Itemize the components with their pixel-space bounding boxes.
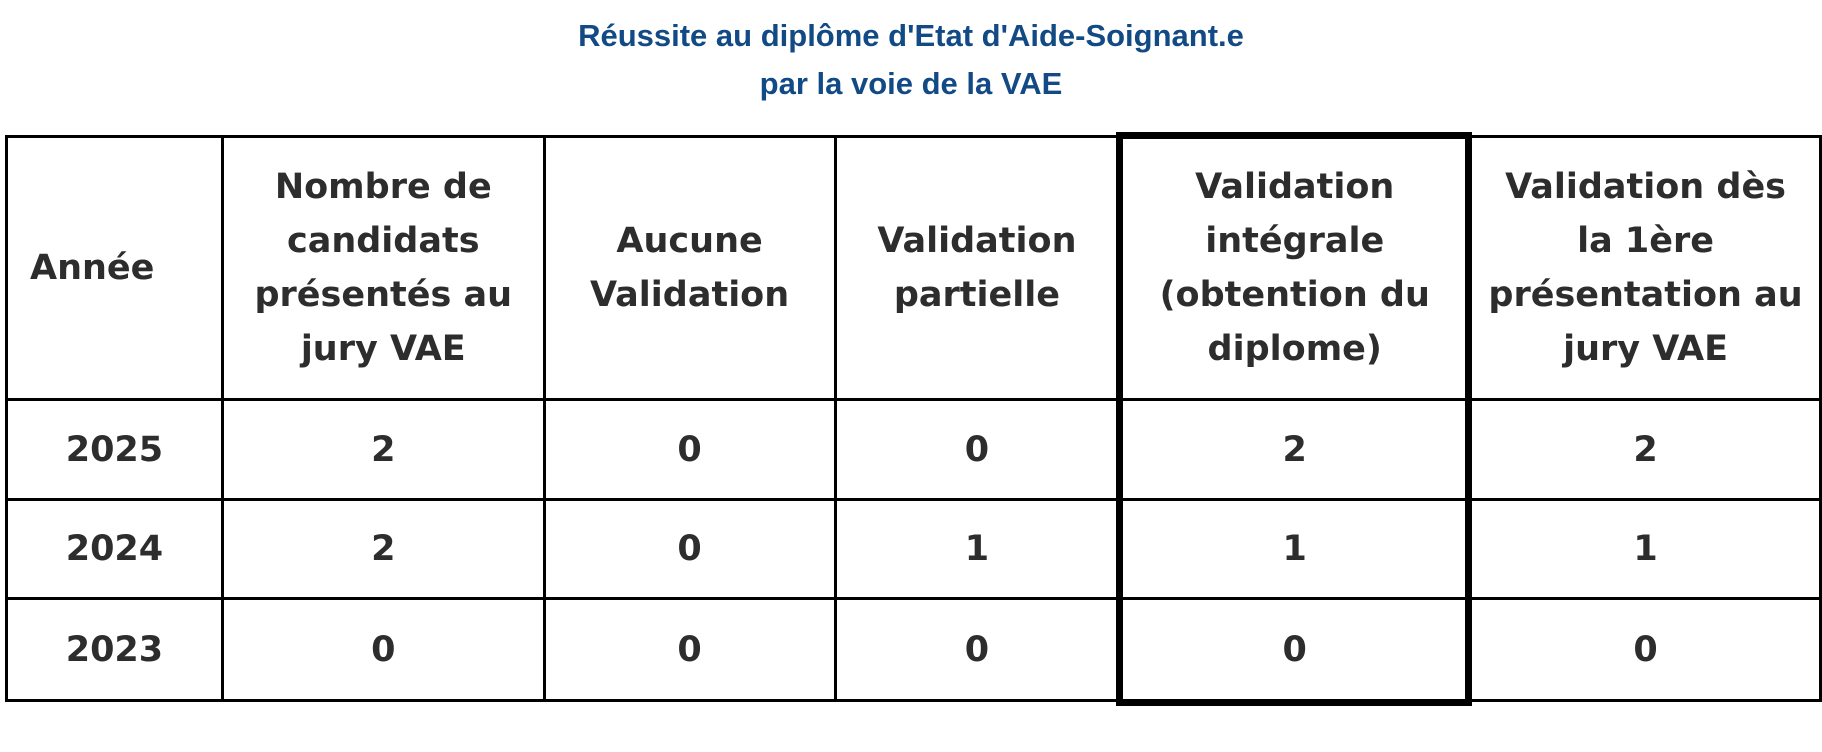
year-cell: 2024	[5, 498, 224, 600]
value-cell: 0	[542, 498, 837, 600]
value-cell: 0	[1117, 597, 1473, 702]
title-line: Réussite au diplôme d'Etat d'Aide-Soigna…	[578, 18, 1244, 53]
value-cell: 0	[542, 597, 837, 702]
value-cell: 2	[220, 398, 546, 501]
value-cell: 1	[833, 498, 1121, 600]
value-cell: 1	[1469, 498, 1822, 600]
value-cell: 1	[1117, 498, 1473, 600]
header-cell: Année	[5, 135, 224, 401]
header-cell: Validation dès la 1ère présentation au j…	[1469, 135, 1822, 401]
year-cell: 2025	[5, 398, 224, 501]
header-cell: Validation intégrale (obtention du diplo…	[1117, 135, 1473, 401]
value-cell: 2	[1117, 398, 1473, 501]
header-cell: Nombre de candidats présentés au jury VA…	[220, 135, 546, 401]
value-cell: 0	[833, 597, 1121, 702]
header-cell: Aucune Validation	[542, 135, 837, 401]
year-cell: 2023	[5, 597, 224, 702]
value-cell: 2	[220, 498, 546, 600]
table-body: 2025 2 0 0 2 2 2024 2 0 1 1 1 2023 0 0 0 0 0	[5, 398, 1822, 702]
title-line: par la voie de la VAE	[759, 66, 1063, 101]
header-row: Année Nombre de candidats présentés au ju…	[5, 135, 1822, 401]
header-cell: Validation partielle	[833, 135, 1121, 401]
table-row: 2023 0 0 0 0 0	[5, 597, 1822, 702]
value-cell: 0	[220, 597, 546, 702]
table-row: 2024 2 0 1 1 1	[5, 498, 1822, 600]
value-cell: 0	[542, 398, 837, 501]
results-table: Année Nombre de candidats présentés au ju…	[5, 135, 1822, 702]
table-row: 2025 2 0 0 2 2	[5, 398, 1822, 501]
value-cell: 2	[1469, 398, 1822, 501]
value-cell: 0	[833, 398, 1121, 501]
value-cell: 0	[1469, 597, 1822, 702]
